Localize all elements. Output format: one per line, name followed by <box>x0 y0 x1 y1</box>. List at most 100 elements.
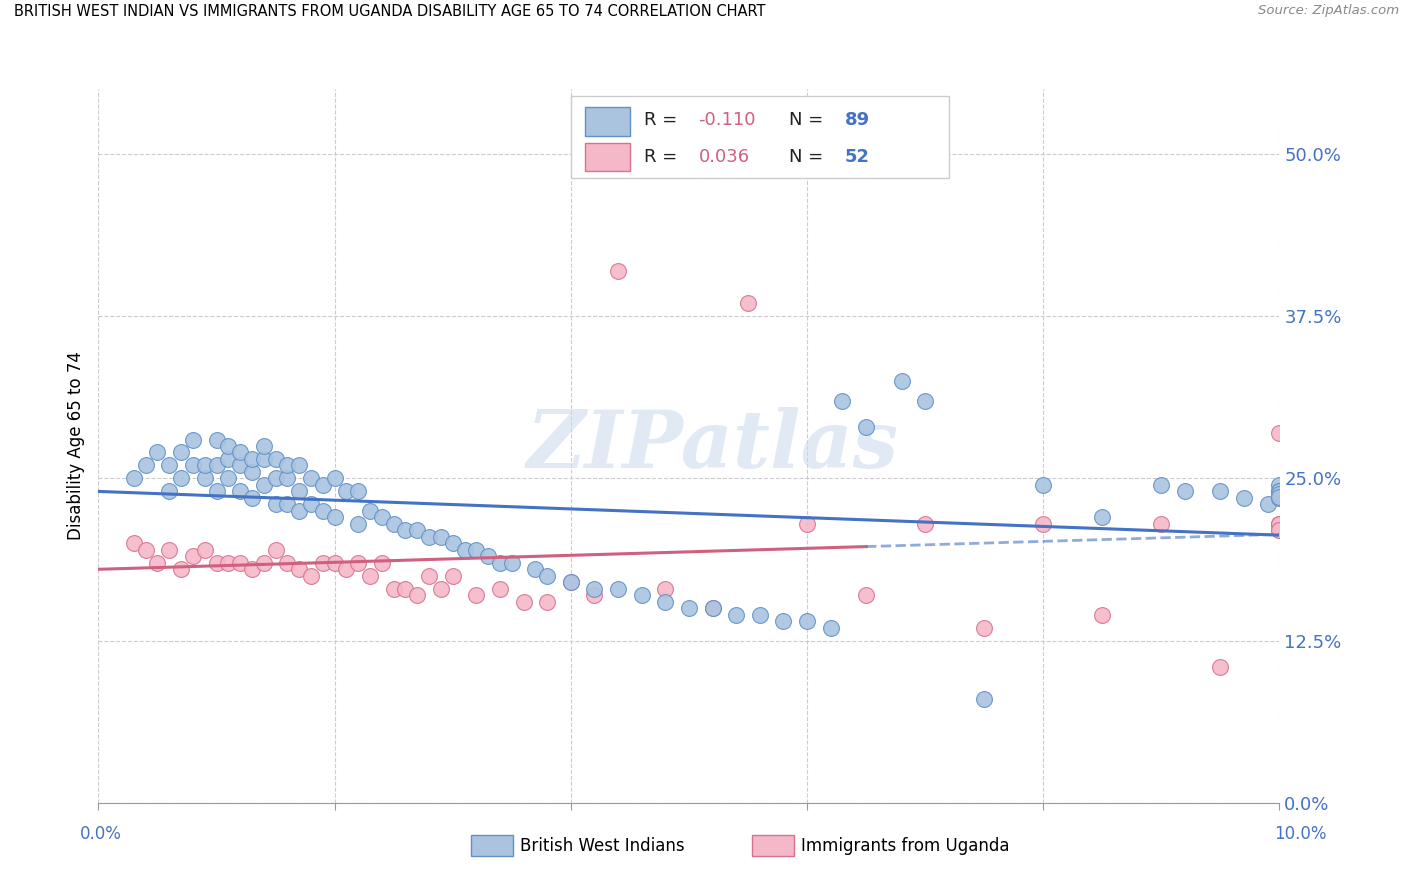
Point <box>194 458 217 473</box>
Point <box>654 582 676 596</box>
Point <box>737 296 759 310</box>
Text: -0.110: -0.110 <box>699 111 756 128</box>
Point <box>1268 487 1291 501</box>
Point <box>702 601 724 615</box>
Point <box>489 556 512 570</box>
Point <box>536 595 558 609</box>
Point <box>288 458 311 473</box>
Point <box>194 542 217 557</box>
Point <box>217 556 239 570</box>
Point <box>441 568 464 582</box>
Text: British West Indians: British West Indians <box>520 837 685 855</box>
Point <box>205 556 228 570</box>
Point <box>229 445 252 459</box>
Point <box>654 595 676 609</box>
Point <box>820 621 842 635</box>
Point <box>1257 497 1279 511</box>
Point <box>1268 524 1291 538</box>
Point <box>122 471 145 485</box>
Point <box>371 510 394 524</box>
Point <box>1268 484 1291 499</box>
Point <box>1268 491 1291 505</box>
Point <box>359 568 381 582</box>
Point <box>418 530 440 544</box>
Point <box>288 484 311 499</box>
Point <box>394 582 416 596</box>
Point <box>973 621 995 635</box>
Point <box>240 491 263 505</box>
Point <box>430 530 453 544</box>
Point <box>382 582 405 596</box>
Point <box>181 433 204 447</box>
Point <box>1268 484 1291 499</box>
Point <box>157 458 180 473</box>
Point <box>146 556 169 570</box>
Text: ZIPatlas: ZIPatlas <box>526 408 898 484</box>
FancyBboxPatch shape <box>571 96 949 178</box>
Point <box>157 542 180 557</box>
Point <box>371 556 394 570</box>
Text: 0.036: 0.036 <box>699 148 749 166</box>
Point <box>276 471 298 485</box>
Point <box>253 439 276 453</box>
Point <box>583 582 606 596</box>
Point <box>678 601 700 615</box>
Point <box>1209 484 1232 499</box>
Point <box>240 465 263 479</box>
Point <box>217 439 239 453</box>
Point <box>347 484 370 499</box>
Point <box>181 549 204 564</box>
Point <box>229 484 252 499</box>
Text: R =: R = <box>644 148 683 166</box>
Point <box>264 471 287 485</box>
Point <box>748 607 770 622</box>
Point <box>796 614 818 628</box>
Point <box>253 478 276 492</box>
Point <box>288 504 311 518</box>
Text: BRITISH WEST INDIAN VS IMMIGRANTS FROM UGANDA DISABILITY AGE 65 TO 74 CORRELATIO: BRITISH WEST INDIAN VS IMMIGRANTS FROM U… <box>14 4 765 20</box>
Point <box>489 582 512 596</box>
Point <box>205 433 228 447</box>
Point <box>1233 491 1256 505</box>
Point <box>335 562 357 576</box>
Point <box>146 445 169 459</box>
Point <box>855 588 877 602</box>
Y-axis label: Disability Age 65 to 74: Disability Age 65 to 74 <box>67 351 86 541</box>
Text: 0.0%: 0.0% <box>80 825 122 843</box>
Point <box>157 484 180 499</box>
Point <box>607 264 630 278</box>
Point <box>359 504 381 518</box>
Point <box>240 562 263 576</box>
Point <box>288 562 311 576</box>
Bar <box>585 107 630 136</box>
Point <box>323 471 346 485</box>
Point <box>702 601 724 615</box>
Point <box>725 607 748 622</box>
Point <box>122 536 145 550</box>
Point <box>477 549 499 564</box>
Point <box>205 484 228 499</box>
Point <box>890 374 912 388</box>
Point <box>276 458 298 473</box>
Point <box>1209 659 1232 673</box>
Point <box>181 458 204 473</box>
Point <box>855 419 877 434</box>
Text: N =: N = <box>789 148 830 166</box>
Point <box>536 568 558 582</box>
Point <box>630 588 652 602</box>
Point <box>229 458 252 473</box>
Point <box>1091 607 1114 622</box>
Point <box>560 575 582 590</box>
Point <box>418 568 440 582</box>
Point <box>1032 478 1054 492</box>
Text: Immigrants from Uganda: Immigrants from Uganda <box>801 837 1010 855</box>
Point <box>170 445 193 459</box>
Point <box>465 588 488 602</box>
Point <box>973 692 995 706</box>
Point <box>406 524 429 538</box>
Point <box>512 595 534 609</box>
Point <box>335 484 357 499</box>
Point <box>253 452 276 467</box>
Point <box>1268 524 1291 538</box>
Point <box>323 510 346 524</box>
